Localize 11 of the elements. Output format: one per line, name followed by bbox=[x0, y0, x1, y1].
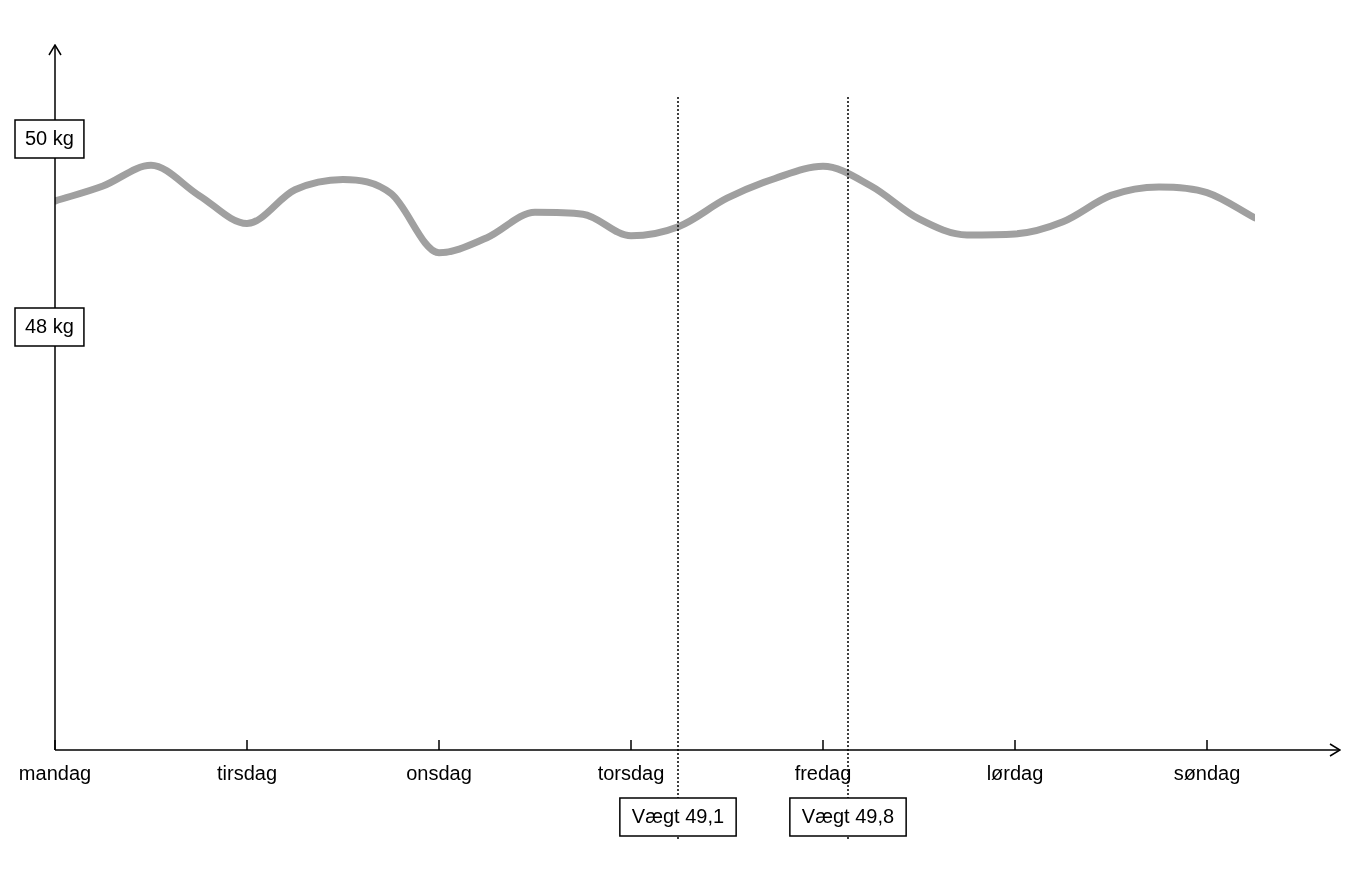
x-tick-label: fredag bbox=[794, 761, 852, 784]
text: Vægt 49,1 bbox=[631, 804, 725, 827]
text: Vægt 49,8 bbox=[801, 804, 895, 827]
x-tick-label: mandag bbox=[18, 761, 92, 784]
x-tick-label: lørdag bbox=[986, 761, 1044, 784]
y-tick-label: 50 kg bbox=[24, 126, 74, 149]
x-tick-label: tirsdag bbox=[216, 761, 278, 784]
y-tick-label: 48 kg bbox=[24, 314, 74, 337]
x-tick-label: onsdag bbox=[406, 761, 472, 784]
x-tick-label: torsdag bbox=[597, 761, 665, 784]
x-tick-label: søndag bbox=[1173, 761, 1241, 784]
